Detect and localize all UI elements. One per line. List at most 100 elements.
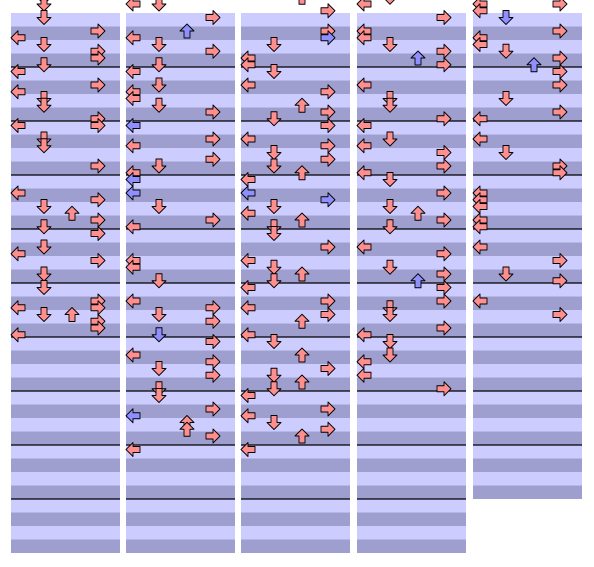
arrow-left-icon [240, 131, 256, 147]
arrow-down-icon [36, 10, 52, 25]
beat-stripe [11, 161, 120, 175]
arrow-down-icon [498, 145, 514, 160]
beat-stripe [241, 512, 350, 526]
arrow-left-icon [125, 0, 141, 12]
arrow-down-icon [266, 111, 282, 127]
beat-stripe [11, 53, 120, 67]
arrow-left-icon [10, 118, 26, 133]
arrow-up-icon [179, 23, 195, 39]
arrow-right-icon [552, 307, 568, 322]
arrow-down-icon [385, 0, 395, 5]
arrow-right-icon [205, 43, 221, 59]
beat-stripe [241, 256, 350, 270]
arrow-down-icon [151, 97, 167, 113]
arrow-right-icon [436, 212, 452, 228]
beat-stripe [473, 337, 582, 351]
beat-stripe [473, 256, 582, 270]
arrow-right-icon [436, 293, 452, 309]
beat-stripe [241, 323, 350, 337]
arrow-down-icon [151, 307, 167, 322]
arrow-left-icon [472, 37, 488, 52]
arrow-left-icon [356, 138, 372, 154]
beat-stripe [357, 431, 466, 445]
beat-stripe [473, 107, 582, 121]
beat-stripe [241, 472, 350, 486]
arrow-down-icon [151, 77, 167, 93]
beat-stripe [357, 148, 466, 162]
arrow-down-icon [266, 226, 282, 241]
beat-stripe [357, 485, 466, 499]
beat-stripe [357, 472, 466, 486]
arrow-down-icon [266, 381, 282, 397]
arrow-left-icon [472, 131, 488, 147]
beat-stripe [473, 404, 582, 418]
beat-stripe [11, 418, 120, 432]
arrow-left-icon [125, 259, 141, 275]
beat-stripe [357, 134, 466, 148]
beat-stripe [473, 472, 582, 486]
beat-stripe [11, 13, 120, 27]
beat-stripe [473, 67, 582, 81]
arrow-left-icon [125, 30, 141, 46]
beat-stripe [126, 499, 235, 513]
arrow-right-icon [90, 320, 106, 336]
arrow-right-icon [552, 273, 568, 289]
beat-stripe [357, 296, 466, 310]
arrow-up-icon [64, 205, 80, 221]
arrow-right-icon [205, 313, 221, 329]
column-5 [472, 0, 582, 499]
beat-stripe [126, 377, 235, 391]
column-4 [356, 0, 466, 553]
arrow-right-icon [320, 3, 336, 19]
beat-stripe [473, 229, 582, 243]
beat-stripe [241, 404, 350, 418]
arrow-right-icon [436, 10, 452, 25]
beat-stripe [126, 80, 235, 94]
arrow-left-icon [125, 138, 141, 154]
arrow-left-icon [10, 185, 26, 201]
beat-stripe [357, 121, 466, 135]
arrow-right-icon [205, 104, 221, 120]
arrow-right-icon [552, 23, 568, 39]
beat-stripe [357, 310, 466, 324]
arrow-right-icon [552, 253, 568, 268]
beat-stripe [357, 283, 466, 297]
arrow-down-icon [36, 97, 52, 113]
beat-stripe [241, 485, 350, 499]
arrow-down-icon [266, 334, 282, 349]
arrow-down-icon [36, 280, 52, 295]
beat-stripe [126, 215, 235, 229]
beat-stripe [126, 53, 235, 67]
arrow-right-icon [90, 226, 106, 241]
arrow-up-icon [410, 273, 426, 289]
arrow-left-icon [356, 77, 372, 93]
beat-stripe [126, 485, 235, 499]
arrow-left-icon [240, 300, 256, 316]
beat-stripe [241, 202, 350, 216]
beat-stripe [241, 215, 350, 229]
beat-stripe [241, 229, 350, 243]
beat-stripe [473, 323, 582, 337]
beat-stripe [11, 256, 120, 270]
arrow-down-icon [266, 415, 282, 430]
arrow-left-icon [356, 30, 372, 46]
arrow-up-icon [526, 57, 542, 73]
arrow-left-icon [125, 91, 141, 106]
beat-stripe [473, 175, 582, 189]
beat-stripe [11, 148, 120, 162]
beat-stripe [241, 391, 350, 405]
arrow-left-icon [356, 165, 372, 181]
arrow-right-icon [320, 118, 336, 133]
arrow-up-icon [64, 307, 80, 322]
arrow-left-icon [472, 239, 488, 255]
arrow-right-icon [320, 401, 336, 417]
beat-stripe [11, 337, 120, 351]
beat-stripe [473, 485, 582, 499]
beat-stripe [473, 296, 582, 310]
beat-stripe [126, 431, 235, 445]
beat-stripe [11, 80, 120, 94]
beat-stripe [473, 94, 582, 108]
arrow-left-icon [125, 118, 141, 133]
beat-stripe [241, 94, 350, 108]
arrow-left-icon [125, 64, 141, 79]
